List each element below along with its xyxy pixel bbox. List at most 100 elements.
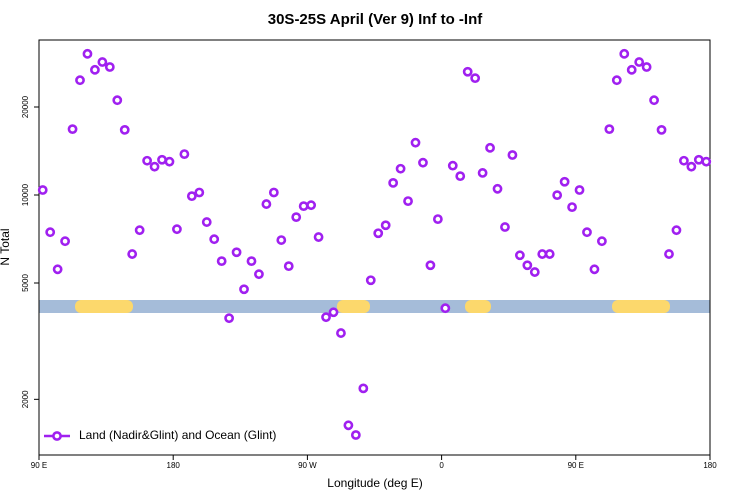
data-point	[291, 212, 302, 223]
x-tick-label: 90 W	[298, 461, 317, 470]
data-point	[321, 312, 331, 323]
data-point	[313, 232, 324, 242]
data-point	[447, 160, 458, 171]
data-point	[418, 157, 428, 168]
data-point	[119, 124, 130, 135]
data-point	[582, 227, 592, 238]
data-point	[552, 190, 563, 201]
land-band	[612, 300, 670, 313]
x-tick-label: 0	[439, 461, 444, 470]
data-point	[693, 154, 704, 165]
data-point	[395, 163, 406, 174]
land-band	[465, 300, 491, 313]
data-point	[268, 187, 279, 198]
data-point	[112, 95, 123, 106]
data-point	[432, 214, 443, 225]
surface-band	[39, 300, 710, 313]
data-point	[656, 124, 667, 135]
data-point	[522, 260, 533, 271]
x-tick-label: 180	[167, 461, 181, 470]
data-point	[97, 57, 108, 67]
data-point	[67, 124, 78, 135]
legend-marker	[52, 431, 62, 441]
data-point	[403, 196, 413, 207]
data-point	[52, 264, 63, 275]
data-point	[90, 64, 100, 75]
data-point	[559, 176, 570, 187]
data-point	[626, 64, 637, 75]
data-point	[164, 156, 175, 167]
data-point	[328, 307, 339, 318]
data-point	[254, 269, 264, 280]
data-point	[373, 228, 384, 239]
data-point	[231, 247, 242, 258]
data-point	[500, 222, 510, 232]
data-point	[507, 150, 518, 160]
data-point	[410, 137, 421, 148]
data-point	[529, 267, 540, 277]
data-point	[492, 183, 503, 194]
data-point	[172, 224, 182, 235]
data-point	[365, 275, 376, 286]
data-point	[477, 168, 488, 178]
data-point	[306, 200, 317, 211]
data-point	[679, 155, 689, 166]
data-point	[224, 313, 235, 324]
data-point	[75, 75, 85, 86]
data-point	[104, 62, 115, 72]
y-tick-label: 10000	[21, 183, 30, 206]
data-point	[462, 66, 473, 77]
data-point	[455, 171, 466, 182]
data-point	[45, 227, 56, 238]
data-point	[149, 161, 160, 172]
x-axis-label: Longitude (deg E)	[327, 476, 422, 490]
land-band	[75, 300, 133, 313]
data-point	[388, 177, 399, 188]
data-point	[179, 149, 190, 160]
data-point	[201, 217, 212, 227]
data-point	[37, 185, 48, 195]
data-point	[537, 249, 548, 259]
data-point	[470, 73, 481, 84]
data-point	[298, 201, 309, 212]
data-point	[514, 250, 525, 261]
data-point	[664, 249, 674, 259]
y-tick-label: 5000	[21, 274, 30, 292]
plot-frame	[38, 39, 711, 456]
data-point	[589, 264, 600, 275]
data-point	[358, 383, 369, 394]
data-point	[283, 261, 294, 272]
data-point	[604, 124, 615, 135]
data-point	[82, 48, 93, 59]
data-point	[611, 75, 622, 86]
data-point	[246, 256, 257, 267]
y-tick-label: 20000	[21, 95, 30, 118]
data-point	[216, 256, 227, 267]
data-point	[425, 260, 436, 271]
data-point	[619, 48, 630, 59]
data-point	[157, 154, 167, 165]
data-point	[567, 202, 577, 213]
legend-label: Land (Nadir&Glint) and Ocean (Glint)	[79, 428, 276, 442]
land-band	[337, 300, 370, 313]
data-point	[649, 95, 659, 106]
chart-title: 30S-25S April (Ver 9) Inf to -Inf	[268, 11, 483, 28]
data-point	[596, 236, 607, 247]
data-point	[485, 142, 495, 153]
data-point	[574, 185, 585, 195]
data-point	[60, 236, 70, 247]
data-point	[686, 161, 697, 172]
data-point	[127, 249, 138, 259]
ocean-band	[39, 300, 710, 313]
x-tick-label: 90 E	[31, 461, 47, 470]
data-point	[343, 420, 354, 431]
data-point	[142, 155, 153, 166]
data-point	[380, 220, 391, 231]
x-tick-label: 90 E	[568, 461, 584, 470]
data-point	[701, 156, 712, 167]
data-point	[276, 235, 287, 245]
x-tick-label: 180	[703, 461, 717, 470]
data-point	[641, 62, 652, 72]
